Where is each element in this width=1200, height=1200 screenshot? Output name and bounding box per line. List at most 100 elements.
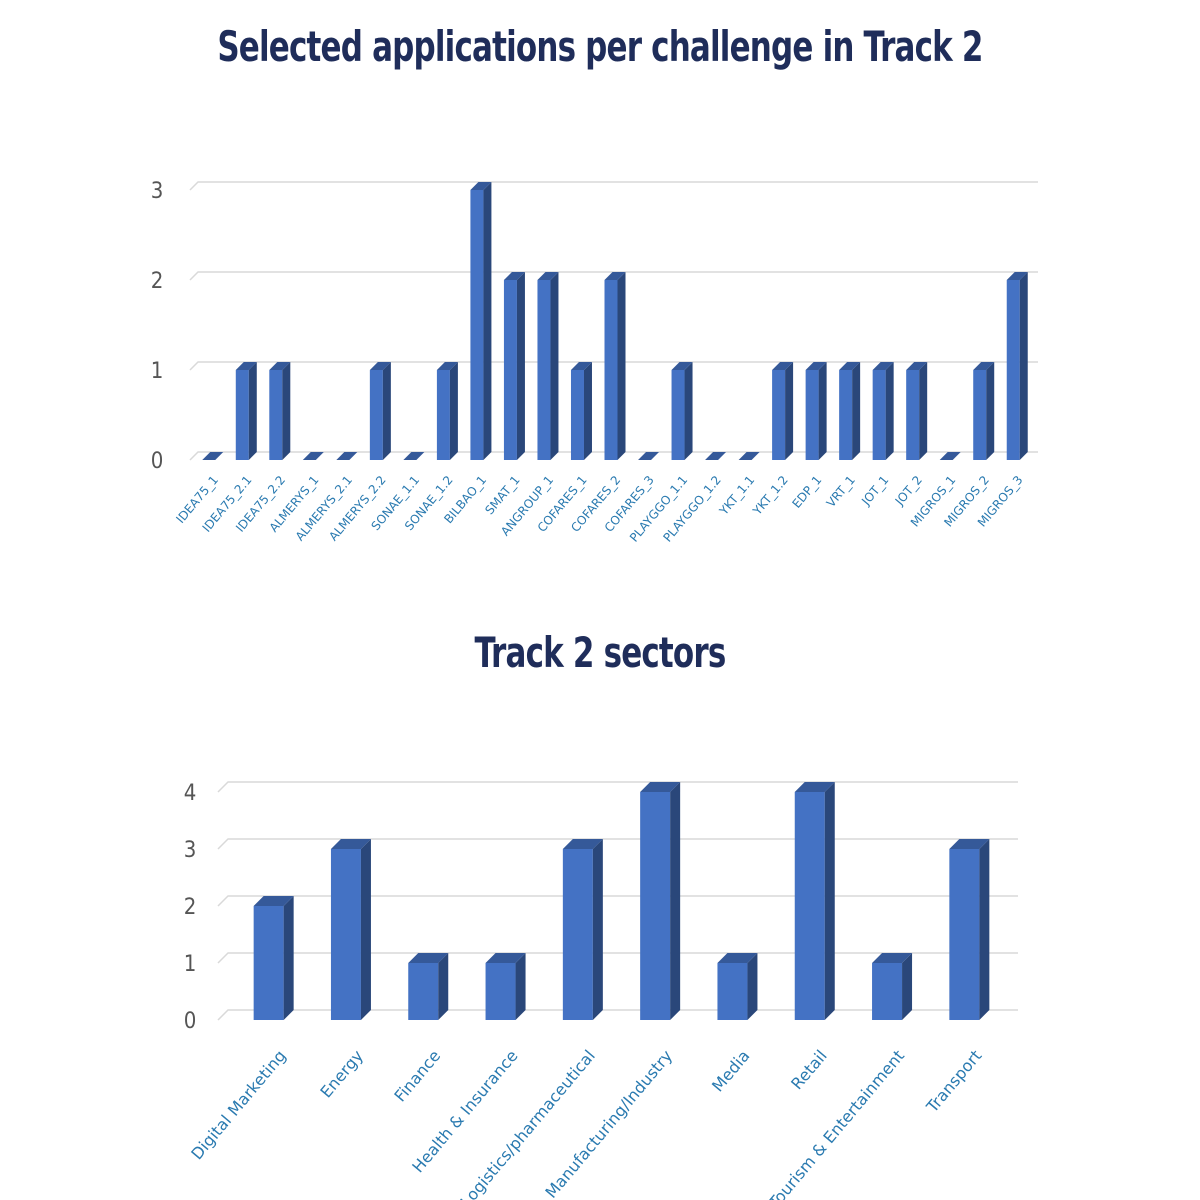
bar-side xyxy=(818,362,827,460)
bar xyxy=(1006,272,1028,460)
bar-top xyxy=(235,362,257,370)
bar-top xyxy=(330,839,371,849)
bar-side xyxy=(550,272,559,460)
bar-side xyxy=(516,272,525,460)
bar-top xyxy=(485,953,526,963)
bar xyxy=(939,452,961,460)
y-tick-label: 1 xyxy=(184,952,197,977)
bar xyxy=(503,272,525,460)
bar-top xyxy=(570,362,592,370)
bar xyxy=(717,953,758,1020)
bar xyxy=(403,452,425,460)
y-tick-label: 0 xyxy=(151,449,164,474)
bar-front xyxy=(235,370,249,460)
bar xyxy=(253,896,294,1020)
bar xyxy=(671,362,693,460)
bar-top xyxy=(640,782,681,792)
bar-top xyxy=(839,362,861,370)
bar-top xyxy=(336,452,358,460)
bar-side xyxy=(1019,272,1028,460)
bar xyxy=(906,362,928,460)
bar-side xyxy=(885,362,894,460)
bar-side xyxy=(438,953,449,1020)
bar xyxy=(872,362,894,460)
bar-side xyxy=(583,362,592,460)
gridline xyxy=(217,895,1018,907)
bar-front xyxy=(604,280,618,460)
bar-top xyxy=(1006,272,1028,280)
bar xyxy=(269,362,291,460)
bar-front xyxy=(269,370,283,460)
bar-top xyxy=(503,272,525,280)
bar-top xyxy=(604,272,626,280)
bar xyxy=(772,362,794,460)
bar-top xyxy=(436,362,458,370)
y-tick-label: 4 xyxy=(184,781,197,806)
bar-front xyxy=(794,792,825,1020)
bar-top xyxy=(253,896,294,906)
bar xyxy=(872,953,913,1020)
bar xyxy=(949,839,990,1020)
bar-top xyxy=(738,452,760,460)
bar-front xyxy=(717,963,748,1020)
bar-side xyxy=(785,362,794,460)
bar-side xyxy=(283,896,294,1020)
bar-front xyxy=(503,280,517,460)
bar-front xyxy=(330,849,361,1020)
bar-top xyxy=(408,953,449,963)
bar-front xyxy=(906,370,920,460)
bar-side xyxy=(248,362,257,460)
bar-front xyxy=(408,963,439,1020)
x-tick-label: Tourism & Entertainment xyxy=(764,1046,908,1200)
bar xyxy=(408,953,449,1020)
bar-side xyxy=(360,839,371,1020)
bar-side xyxy=(483,182,492,460)
bar-top xyxy=(537,272,559,280)
y-tick-label: 0 xyxy=(184,1009,197,1034)
x-tick-label: Finance xyxy=(390,1046,444,1105)
bar-front xyxy=(949,849,980,1020)
bar-front xyxy=(470,190,484,460)
bar-side xyxy=(986,362,995,460)
bar-side xyxy=(515,953,526,1020)
bar xyxy=(537,272,559,460)
bar-top xyxy=(403,452,425,460)
bar xyxy=(839,362,861,460)
bar-top xyxy=(638,452,660,460)
bar-side xyxy=(617,272,626,460)
x-tick-label: Media xyxy=(708,1046,753,1095)
x-tick-label: Transport xyxy=(922,1046,985,1116)
bar-front xyxy=(805,370,819,460)
bar-top xyxy=(794,782,835,792)
bar-front xyxy=(640,792,671,1020)
y-tick-label: 3 xyxy=(184,838,197,863)
bar-side xyxy=(449,362,458,460)
bar xyxy=(235,362,257,460)
bar-front xyxy=(253,906,284,1020)
bar xyxy=(562,839,603,1020)
bar-front xyxy=(369,370,383,460)
bar-front xyxy=(1006,280,1020,460)
bar-top xyxy=(705,452,727,460)
bar xyxy=(604,272,626,460)
bar xyxy=(638,452,660,460)
y-tick-label: 2 xyxy=(184,895,197,920)
bar-side xyxy=(824,782,835,1020)
bar-side xyxy=(747,953,758,1020)
bar xyxy=(336,452,358,460)
bar-front xyxy=(562,849,593,1020)
bar-top xyxy=(671,362,693,370)
gridline xyxy=(217,781,1018,793)
bar-top xyxy=(470,182,492,190)
bar-top xyxy=(369,362,391,370)
gridline xyxy=(189,361,1038,371)
x-tick-label: Digital Marketing xyxy=(187,1046,289,1163)
bar-top xyxy=(949,839,990,849)
y-tick-label: 3 xyxy=(151,179,164,204)
chart2-title: Track 2 sectors xyxy=(474,628,727,677)
y-tick-label: 2 xyxy=(151,269,164,294)
x-tick-label: Retail xyxy=(787,1046,831,1093)
bar xyxy=(470,182,492,460)
